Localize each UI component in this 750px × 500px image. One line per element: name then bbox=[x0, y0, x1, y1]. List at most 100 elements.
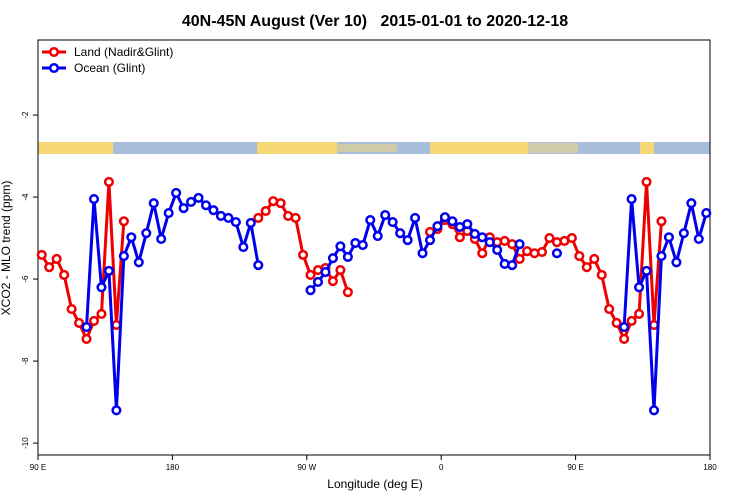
point bbox=[171, 187, 182, 199]
point bbox=[678, 228, 689, 239]
point bbox=[619, 322, 630, 333]
point bbox=[126, 232, 137, 243]
point bbox=[163, 208, 174, 219]
point bbox=[290, 212, 301, 224]
point bbox=[641, 265, 652, 276]
point bbox=[365, 214, 376, 226]
point bbox=[648, 405, 660, 416]
point bbox=[253, 212, 264, 224]
y-axis-label: XCO2 - MLO trend (ppm) bbox=[0, 181, 13, 316]
y-tick-label: -4 bbox=[21, 193, 30, 201]
point bbox=[74, 317, 85, 329]
point bbox=[118, 251, 129, 262]
legend-label: Ocean (Glint) bbox=[74, 61, 145, 75]
point bbox=[208, 205, 219, 216]
point bbox=[141, 228, 152, 239]
point bbox=[387, 217, 398, 228]
point bbox=[492, 244, 503, 256]
point bbox=[305, 269, 316, 281]
point bbox=[275, 198, 286, 209]
point bbox=[178, 203, 189, 214]
point bbox=[439, 212, 450, 223]
point bbox=[544, 233, 555, 244]
point bbox=[693, 233, 704, 244]
y-tick-label: -6 bbox=[21, 275, 30, 283]
point bbox=[417, 248, 428, 259]
point bbox=[148, 198, 159, 209]
legend-marker bbox=[48, 46, 60, 58]
chart-title: 40N-45N August (Ver 10) 2015-01-01 to 20… bbox=[182, 13, 568, 30]
point bbox=[312, 276, 324, 287]
point bbox=[111, 405, 122, 416]
point bbox=[245, 217, 256, 228]
point bbox=[634, 308, 645, 319]
point bbox=[320, 267, 331, 278]
point bbox=[186, 196, 197, 208]
point bbox=[103, 265, 114, 276]
x-tick-label: 0 bbox=[439, 463, 444, 472]
point bbox=[477, 232, 488, 243]
point bbox=[372, 230, 383, 242]
point bbox=[514, 239, 525, 250]
point bbox=[133, 257, 144, 268]
point bbox=[574, 251, 585, 262]
point bbox=[402, 235, 413, 246]
point bbox=[410, 212, 421, 224]
point bbox=[454, 232, 465, 243]
point bbox=[619, 333, 630, 344]
x-axis-label: Longitude (deg E) bbox=[327, 477, 422, 491]
point bbox=[686, 198, 697, 209]
point bbox=[298, 249, 309, 260]
point bbox=[656, 216, 667, 227]
point bbox=[36, 249, 47, 260]
point bbox=[514, 253, 525, 265]
series-line bbox=[85, 191, 708, 412]
point bbox=[156, 233, 167, 244]
point bbox=[193, 192, 204, 203]
x-tick-label: 180 bbox=[703, 463, 717, 472]
y-tick-label: -2 bbox=[21, 111, 30, 119]
point bbox=[626, 315, 637, 326]
point bbox=[462, 219, 473, 230]
point bbox=[223, 212, 234, 224]
point bbox=[66, 303, 77, 315]
point bbox=[88, 194, 100, 205]
point bbox=[230, 217, 241, 228]
point bbox=[342, 287, 353, 298]
point bbox=[656, 251, 667, 262]
point bbox=[604, 303, 615, 315]
point bbox=[327, 276, 338, 287]
point bbox=[44, 262, 55, 273]
point bbox=[103, 176, 114, 187]
point bbox=[260, 205, 271, 217]
point bbox=[200, 200, 212, 211]
x-tick-label: 180 bbox=[166, 463, 180, 472]
point bbox=[253, 260, 264, 271]
x-tick-label: 90 E bbox=[567, 463, 583, 472]
point bbox=[96, 308, 107, 319]
point bbox=[51, 253, 62, 265]
point bbox=[342, 251, 353, 262]
point bbox=[335, 241, 346, 252]
point bbox=[507, 260, 518, 271]
point bbox=[663, 232, 674, 243]
point bbox=[432, 221, 443, 232]
point bbox=[357, 239, 368, 251]
point bbox=[238, 242, 249, 253]
point bbox=[305, 285, 316, 296]
point bbox=[701, 208, 712, 219]
point bbox=[88, 315, 100, 326]
point bbox=[118, 216, 129, 227]
y-tick-label: -10 bbox=[21, 437, 30, 449]
point bbox=[447, 216, 458, 227]
point bbox=[395, 228, 406, 239]
point bbox=[626, 194, 637, 205]
point bbox=[671, 257, 682, 268]
point bbox=[634, 282, 645, 293]
point bbox=[335, 265, 346, 276]
point bbox=[59, 269, 70, 281]
land-mask-strip bbox=[38, 142, 710, 154]
y-tick-label: -8 bbox=[21, 357, 30, 365]
point bbox=[551, 248, 562, 259]
